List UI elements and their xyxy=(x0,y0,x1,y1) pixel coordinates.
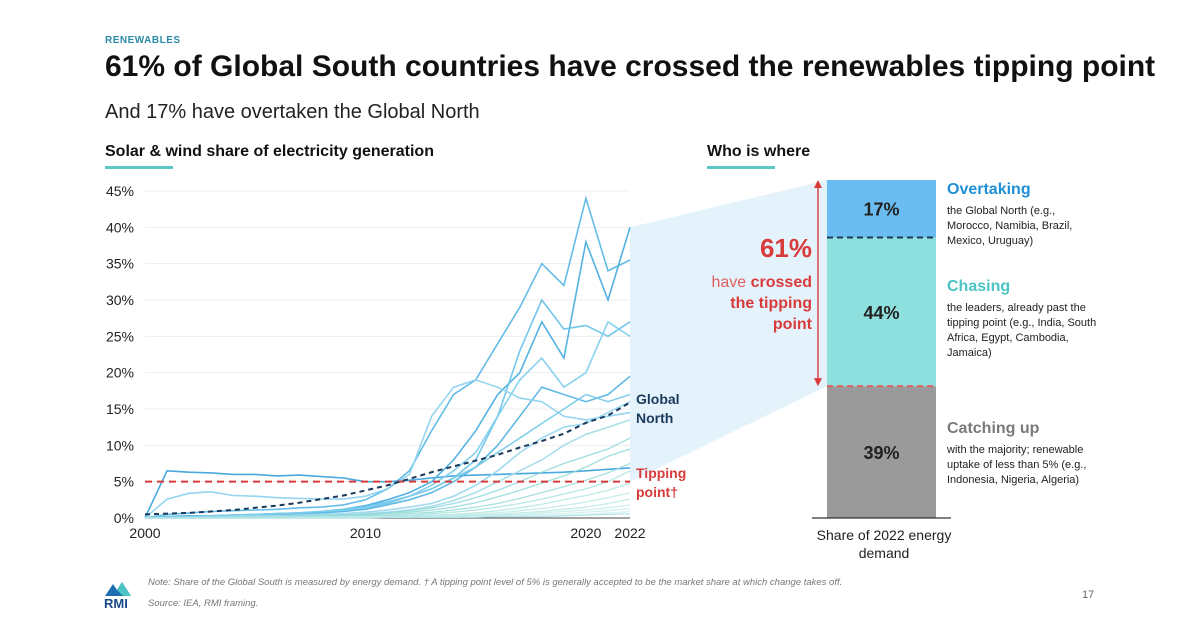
source-note: Source: IEA, RMI framing. xyxy=(148,598,259,609)
breakdown-title-underline xyxy=(707,166,775,169)
x-tick-label: 2020 xyxy=(570,525,601,541)
country-series-line xyxy=(145,512,631,519)
chart-title-underline xyxy=(105,166,173,169)
bar-segment-chasing xyxy=(827,237,936,387)
x-tick-label: 2010 xyxy=(350,525,381,541)
bar-percent-label: 17% xyxy=(863,200,899,220)
global-north-label: North xyxy=(636,410,673,426)
y-tick-label: 30% xyxy=(106,292,134,308)
crossed-caption-have: have xyxy=(711,274,751,291)
global-north-line xyxy=(144,401,631,516)
y-tick-label: 45% xyxy=(106,183,134,199)
rmi-logo-icon xyxy=(105,582,131,596)
country-series-line xyxy=(144,375,631,519)
page-title: 61% of Global South countries have cross… xyxy=(105,50,1156,83)
y-tick-label: 5% xyxy=(114,474,134,490)
y-tick-label: 0% xyxy=(114,510,134,526)
section-tag: RENEWABLES xyxy=(105,35,181,46)
country-series-line xyxy=(145,448,631,519)
bar-percent-label: 39% xyxy=(863,443,899,463)
y-tick-label: 20% xyxy=(106,365,134,381)
y-tick-label: 10% xyxy=(106,437,134,453)
category-catching-title: Catching up xyxy=(947,420,1040,437)
page-number: 17 xyxy=(1082,589,1095,601)
category-chasing-desc: the leaders, already past the tipping po… xyxy=(947,302,1097,359)
bar-axis-label: Share of 2022 energy demand xyxy=(816,527,952,561)
arrow-head-bottom xyxy=(814,378,822,387)
chart-title: Solar & wind share of electricity genera… xyxy=(105,143,434,160)
tipping-point-label: Tipping xyxy=(636,465,686,481)
bar-segment-overtaking xyxy=(827,180,936,238)
y-tick-label: 25% xyxy=(106,328,134,344)
x-tick-label: 2000 xyxy=(129,525,160,541)
tipping-point-label: point† xyxy=(636,484,678,500)
x-tick-label: 2022 xyxy=(614,525,645,541)
category-overtaking-title: Overtaking xyxy=(947,181,1031,198)
bar-percent-label: 44% xyxy=(863,303,899,323)
category-overtaking-desc: the Global North (e.g., Morocco, Namibia… xyxy=(947,205,1073,247)
y-tick-label: 15% xyxy=(106,401,134,417)
country-series-line xyxy=(144,393,631,519)
country-series-line xyxy=(144,379,631,519)
arrow-head-top xyxy=(814,180,822,188)
footnote: Note: Share of the Global South is measu… xyxy=(148,577,843,588)
breakdown-title: Who is where xyxy=(707,143,811,160)
crossed-caption-point: point xyxy=(772,316,812,333)
country-series-line xyxy=(144,195,631,519)
y-tick-label: 35% xyxy=(106,256,134,272)
page-subtitle: And 17% have overtaken the Global North xyxy=(105,101,480,123)
crossed-caption: have crossed the tipping point xyxy=(700,272,812,335)
category-chasing-title: Chasing xyxy=(947,278,1011,295)
rmi-logo-text: RMI xyxy=(104,596,128,611)
crossed-caption-tipping: the tipping xyxy=(730,295,812,312)
global-north-label: Global xyxy=(636,391,680,407)
bar-segment-catching-up xyxy=(827,386,936,518)
crossed-percent: 61% xyxy=(759,233,812,263)
crossed-caption-crossed: crossed xyxy=(750,274,812,291)
y-tick-label: 40% xyxy=(106,219,134,235)
category-catching-desc: with the majority; renewable uptake of l… xyxy=(947,444,1087,486)
connector-wedge xyxy=(630,180,827,482)
